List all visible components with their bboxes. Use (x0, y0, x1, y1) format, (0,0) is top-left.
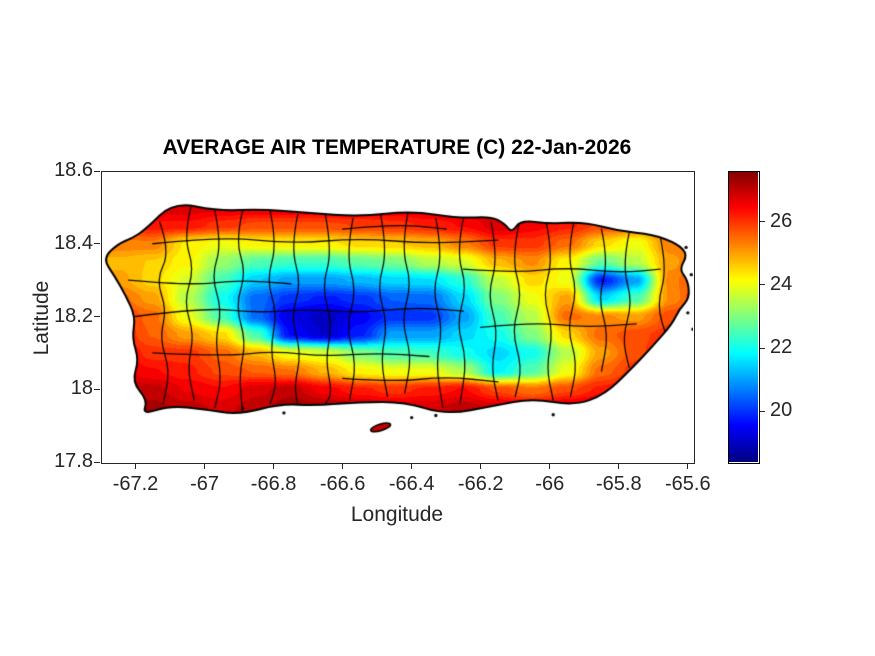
colorbar (728, 171, 758, 462)
x-tick-mark (135, 463, 137, 469)
colorbar-tick-label: 22 (770, 336, 793, 359)
x-tick-mark (273, 463, 275, 469)
x-tick-label: -67.2 (112, 473, 159, 495)
x-tick-label: -67 (190, 473, 219, 495)
x-tick-mark (204, 463, 206, 469)
x-tick-mark (342, 463, 344, 469)
x-tick-mark (480, 463, 482, 469)
puerto-rico-temperature-map (101, 171, 693, 462)
colorbar-tick-mark (760, 410, 765, 412)
x-tick-label: -66.6 (319, 473, 366, 495)
colorbar-tick-label: 24 (770, 272, 793, 295)
colorbar-tick-label: 20 (770, 399, 793, 422)
x-tick-mark (411, 463, 413, 469)
x-tick-mark (618, 463, 620, 469)
colorbar-tick-mark (760, 284, 765, 286)
x-tick-label: -66.8 (250, 473, 297, 495)
colorbar-tick-label: 26 (770, 209, 793, 232)
x-tick-label: -66 (535, 473, 565, 495)
x-tick-mark (549, 463, 551, 469)
y-tick-mark (94, 316, 100, 317)
y-tick-label: 17.8 (54, 450, 93, 472)
y-tick-label: 18.4 (54, 231, 93, 254)
colorbar-tick-mark (760, 221, 765, 223)
plot-title: AVERAGE AIR TEMPERATURE (C) 22-Jan-2026 (162, 136, 632, 159)
x-tick-label: -66.4 (388, 473, 435, 495)
y-tick-mark (94, 243, 100, 245)
x-tick-label: -65.6 (665, 473, 711, 495)
x-tick-mark (687, 463, 689, 469)
x-tick-label: -65.8 (595, 473, 642, 495)
x-tick-label: -66.2 (457, 473, 504, 495)
colorbar-tick-mark (760, 347, 765, 349)
y-tick-mark (94, 170, 100, 172)
y-tick-label: 18.6 (54, 159, 93, 181)
y-tick-label: 18 (70, 377, 93, 400)
y-tick-mark (94, 461, 100, 463)
y-tick-label: 18.2 (54, 304, 93, 327)
x-axis-label: Longitude (350, 503, 444, 526)
y-tick-mark (94, 388, 100, 390)
